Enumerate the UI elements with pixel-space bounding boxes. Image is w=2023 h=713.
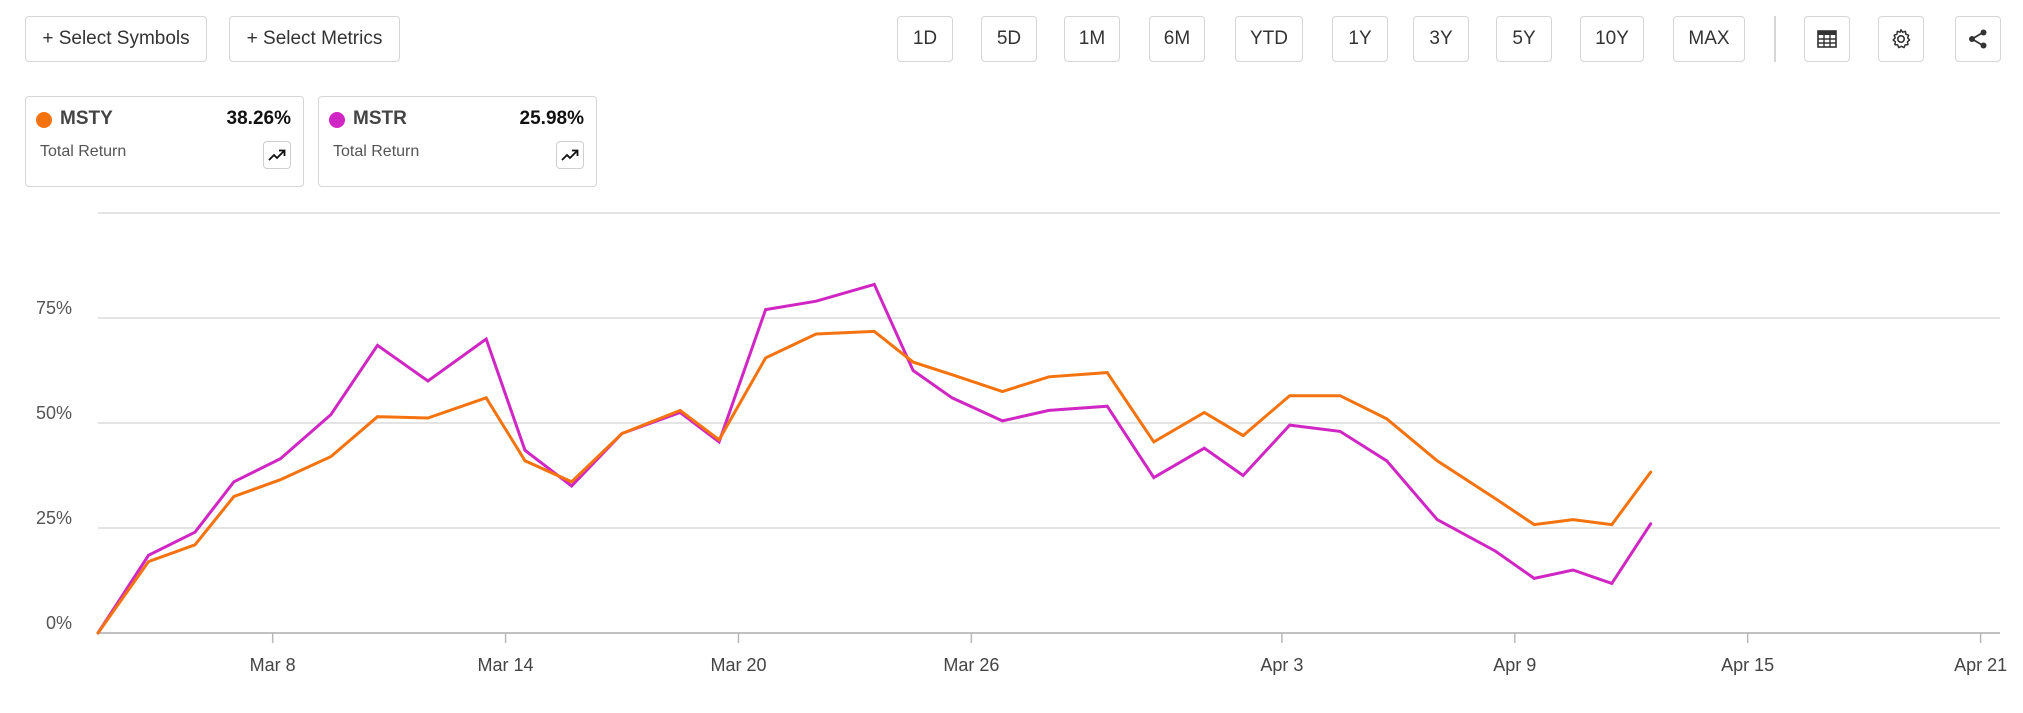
- gear-icon: [1892, 29, 1911, 49]
- x-tick-label: Mar 20: [710, 655, 766, 675]
- x-tick-label: Apr 9: [1493, 655, 1536, 675]
- table-icon: [1817, 30, 1837, 48]
- range-3y-button[interactable]: 3Y: [1413, 16, 1469, 62]
- range-10y-button[interactable]: 10Y: [1580, 16, 1644, 62]
- y-tick-label: 0%: [46, 613, 72, 633]
- symbol-card-mstr[interactable]: MSTR 25.98% Total Return: [318, 96, 597, 187]
- settings-button[interactable]: [1878, 16, 1924, 62]
- card-value: 38.26%: [226, 108, 291, 129]
- chart-series: [96, 282, 1653, 635]
- y-tick-label: 75%: [36, 298, 72, 318]
- y-tick-label: 50%: [36, 403, 72, 423]
- series-line-mstr: [96, 282, 1653, 635]
- trend-up-icon: [561, 149, 579, 161]
- y-tick-label: 25%: [36, 508, 72, 528]
- range-5d-button[interactable]: 5D: [981, 16, 1037, 62]
- series-color-dot: [329, 112, 345, 128]
- x-tick-label: Mar 8: [250, 655, 296, 675]
- chart-grid: [98, 212, 2000, 529]
- share-icon: [1969, 29, 1987, 49]
- x-tick-label: Apr 21: [1954, 655, 2007, 675]
- share-button[interactable]: [1955, 16, 2001, 62]
- y-axis: 0% 25% 50% 75%: [36, 298, 72, 633]
- table-view-button[interactable]: [1804, 16, 1850, 62]
- x-tick-label: Mar 14: [478, 655, 534, 675]
- range-6m-button[interactable]: 6M: [1149, 16, 1205, 62]
- total-return-chart: 0% 25% 50% 75% Mar 8 Mar 14 Mar 20 Mar 26 Apr 3…: [36, 212, 2007, 675]
- symbol-card-msty[interactable]: MSTY 38.26% Total Return: [25, 96, 304, 187]
- card-metric: Total Return: [333, 143, 420, 160]
- card-value: 25.98%: [519, 108, 584, 129]
- toolbar-divider: [1774, 16, 1776, 62]
- x-axis: Mar 8 Mar 14 Mar 20 Mar 26 Apr 3 Apr 9 Apr 15 A…: [98, 632, 2007, 675]
- trend-button[interactable]: [263, 141, 291, 169]
- series-line-msty: [96, 329, 1653, 635]
- range-1m-button[interactable]: 1M: [1064, 16, 1120, 62]
- trend-button[interactable]: [556, 141, 584, 169]
- range-1y-button[interactable]: 1Y: [1332, 16, 1388, 62]
- card-metric: Total Return: [40, 143, 127, 160]
- range-5y-button[interactable]: 5Y: [1496, 16, 1552, 62]
- card-symbol: MSTY: [60, 108, 113, 129]
- series-color-dot: [36, 112, 52, 128]
- card-symbol: MSTR: [353, 108, 407, 129]
- select-metrics-button[interactable]: + Select Metrics: [229, 16, 400, 62]
- x-tick-label: Mar 26: [943, 655, 999, 675]
- select-symbols-button[interactable]: + Select Symbols: [25, 16, 207, 62]
- x-tick-label: Apr 15: [1721, 655, 1774, 675]
- trend-up-icon: [268, 149, 286, 161]
- range-ytd-button[interactable]: YTD: [1235, 16, 1303, 62]
- range-1d-button[interactable]: 1D: [897, 16, 953, 62]
- x-tick-label: Apr 3: [1260, 655, 1303, 675]
- range-max-button[interactable]: MAX: [1673, 16, 1745, 62]
